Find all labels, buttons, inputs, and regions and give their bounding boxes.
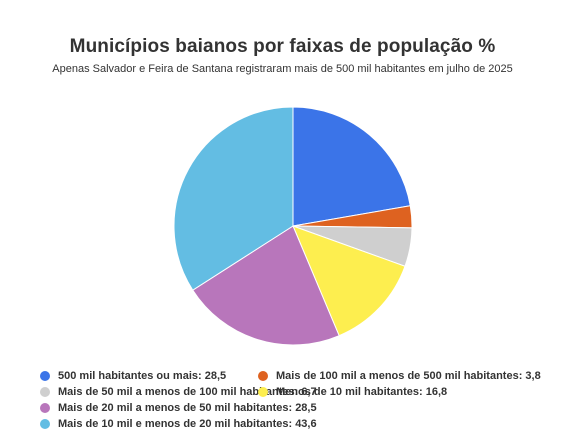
legend-item[interactable]: Mais de 100 mil a menos de 500 mil habit… — [258, 370, 541, 382]
legend-item[interactable]: Mais de 10 mil e menos de 20 mil habitan… — [40, 418, 317, 430]
legend-label: 500 mil habitantes ou mais: 28,5 — [58, 370, 227, 382]
legend-label: Mais de 10 mil e menos de 20 mil habitan… — [58, 418, 317, 430]
chart-title: Municípios baianos por faixas de populaç… — [69, 36, 496, 57]
pie-slice-0[interactable] — [292, 106, 411, 227]
legend-item[interactable]: 500 mil habitantes ou mais: 28,5 — [40, 370, 258, 382]
legend-label: Mais de 50 mil a menos de 100 mil habita… — [58, 386, 317, 398]
pie-slice-5[interactable] — [173, 106, 294, 291]
legend-item[interactable]: Mais de 50 mil a menos de 100 mil habita… — [40, 386, 317, 398]
legend-item[interactable]: Mais de 20 mil a menos de 50 mil habitan… — [40, 402, 317, 414]
pie-slice-3[interactable] — [292, 225, 406, 337]
legend-swatch — [40, 403, 50, 413]
chart-subtitle: Apenas Salvador e Feira de Santana regis… — [52, 63, 513, 75]
legend-swatch — [258, 371, 268, 381]
legend-swatch — [40, 387, 50, 397]
chart-legend: 500 mil habitantes ou mais: 28,5 Mais de… — [40, 368, 560, 432]
legend-label: Mais de 20 mil a menos de 50 mil habitan… — [58, 402, 317, 414]
pie-slice-4[interactable] — [192, 225, 340, 346]
legend-item[interactable]: Menos de 10 mil habitantes: 16,8 — [258, 386, 447, 398]
legend-swatch — [258, 387, 268, 397]
legend-swatch — [40, 371, 50, 381]
legend-label: Menos de 10 mil habitantes: 16,8 — [276, 386, 448, 398]
legend-swatch — [40, 419, 50, 429]
legend-label: Mais de 100 mil a menos de 500 mil habit… — [276, 370, 541, 382]
